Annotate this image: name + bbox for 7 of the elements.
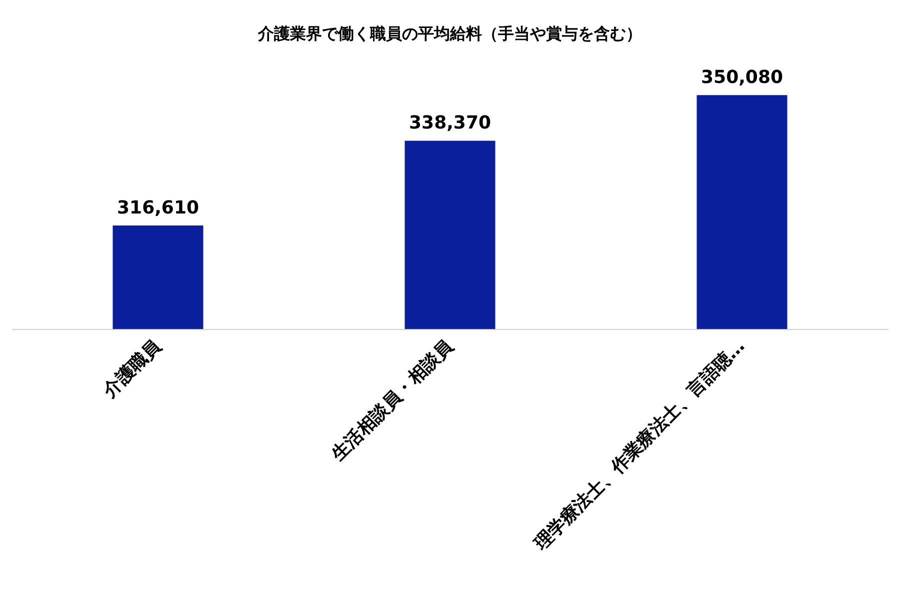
data-label: 316,610 [117,197,199,218]
data-label: 350,080 [701,67,783,88]
data-label: 338,370 [409,112,491,134]
x-tick-label: 介護職員 [98,335,166,402]
chart-title: 介護業界で働く職員の平均給料（手当や賞与を含む） [257,24,642,43]
x-tick-label: 生活相談員・相談員 [326,335,458,466]
x-tick-label: 理学療法士、作業療法士、言語聴… [530,336,750,555]
